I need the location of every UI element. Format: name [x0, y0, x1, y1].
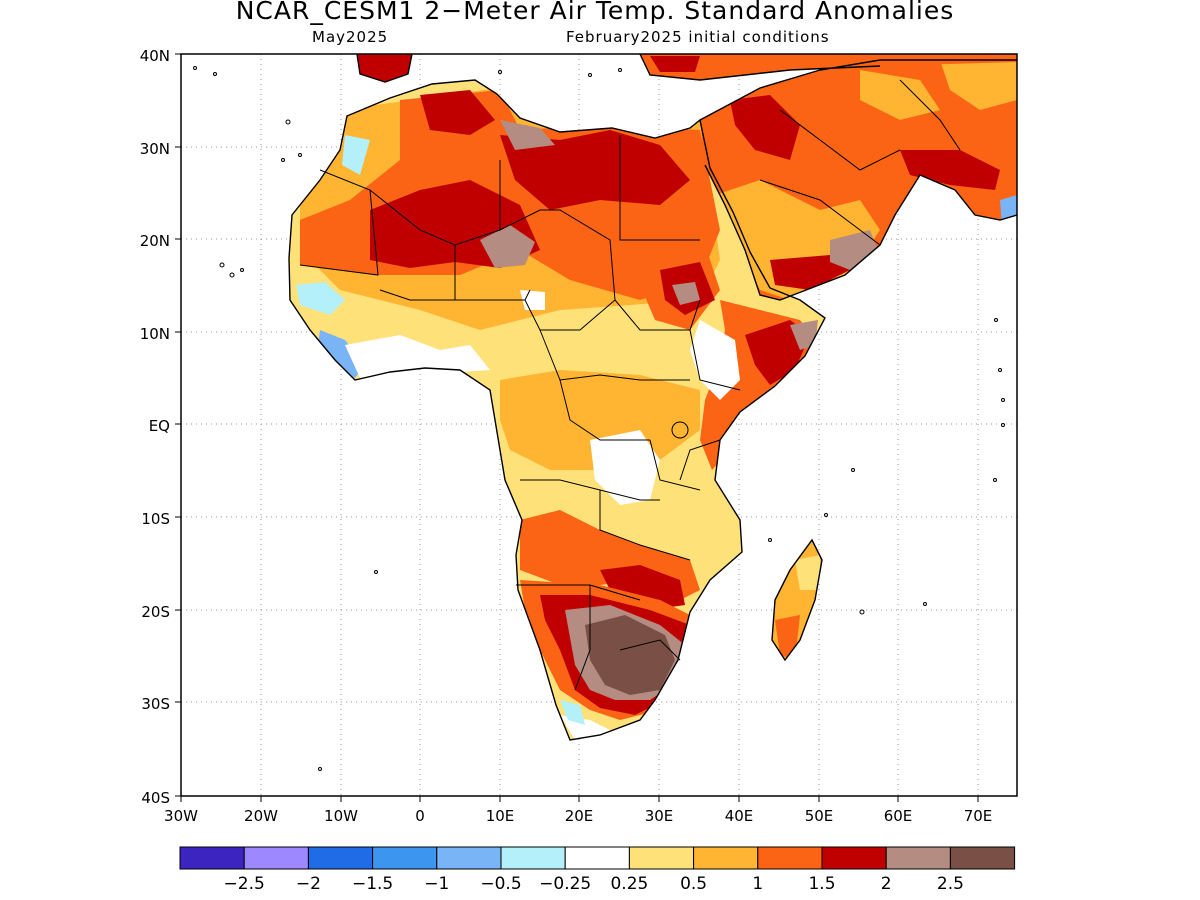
longitude-labels: 30W 20W 10W 0 10E 20E 30E 40E 50E 60E 70…: [164, 807, 992, 825]
colorbar-swatch: [564, 846, 630, 870]
lat-label-20n: 20N: [140, 232, 170, 250]
lat-label-30s: 30S: [141, 695, 170, 713]
colorbar: −2.5 −2 −1.5 −1 −0.5 −0.25 0.25 0.5 1 1.5 2 2.5: [179, 846, 1016, 894]
colorbar-label: −0.25: [539, 874, 591, 894]
colorbar-swatch: [372, 846, 438, 870]
lon-label-40e: 40E: [725, 807, 754, 825]
initial-conditions-label: February2025 initial conditions: [566, 28, 830, 46]
islands: [193, 66, 1005, 771]
colorbar-label: −1: [424, 874, 449, 894]
lon-label-70e: 70E: [964, 807, 993, 825]
colorbar-label: 0.5: [680, 874, 707, 894]
lon-label-60e: 60E: [884, 807, 913, 825]
colorbar-label: −1.5: [352, 874, 393, 894]
lon-label-10w: 10W: [324, 807, 358, 825]
country-borders: [299, 79, 961, 691]
colorbar-label: −2: [296, 874, 321, 894]
lon-label-20w: 20W: [244, 807, 278, 825]
lat-label-20s: 20S: [141, 603, 170, 621]
colorbar-swatch: [243, 846, 309, 870]
colorbar-label: 2.5: [937, 874, 964, 894]
colorbar-label: −0.5: [480, 874, 521, 894]
lon-label-20e: 20E: [565, 807, 594, 825]
colorbar-label: −2.5: [224, 874, 265, 894]
map-frame: [180, 53, 1018, 797]
colorbar-swatch: [436, 846, 502, 870]
lon-label-30e: 30E: [645, 807, 674, 825]
lon-label-0: 0: [415, 807, 425, 825]
balkan-anomaly-patch: [650, 56, 700, 72]
colorbar-label: 0.25: [610, 874, 648, 894]
colorbar-swatch: [307, 846, 374, 870]
lat-label-10n: 10N: [140, 325, 170, 343]
colorbar-swatch: [757, 846, 823, 870]
colorbar-label: 1.5: [808, 874, 835, 894]
lat-label-40n: 40N: [140, 47, 170, 65]
latitude-labels: 40N 30N 20N 10N EQ 10S 20S 30S 40S: [140, 47, 170, 807]
colorbar-swatch: [821, 846, 887, 870]
lon-label-30w: 30W: [164, 807, 198, 825]
valid-month-label: May2025: [312, 28, 389, 46]
lat-label-10s: 10S: [141, 510, 170, 528]
lat-label-eq: EQ: [149, 417, 170, 435]
map-title: NCAR_CESM1 2−Meter Air Temp. Standard An…: [235, 0, 955, 25]
colorbar-swatch: [500, 846, 566, 870]
lon-label-50e: 50E: [805, 807, 834, 825]
colorbar-label: 1: [752, 874, 763, 894]
iberia-anomaly-patch: [357, 54, 412, 82]
colorbar-swatch: [179, 846, 245, 870]
colorbar-swatch: [693, 846, 759, 870]
colorbar-label: 2: [881, 874, 892, 894]
lat-label-40s: 40S: [141, 789, 170, 807]
lat-label-30n: 30N: [140, 140, 170, 158]
colorbar-swatch: [628, 846, 695, 870]
axis-ticks: [175, 53, 979, 802]
colorbar-swatch: [949, 846, 1016, 870]
colorbar-swatch: [885, 846, 951, 870]
lon-label-10e: 10E: [486, 807, 515, 825]
